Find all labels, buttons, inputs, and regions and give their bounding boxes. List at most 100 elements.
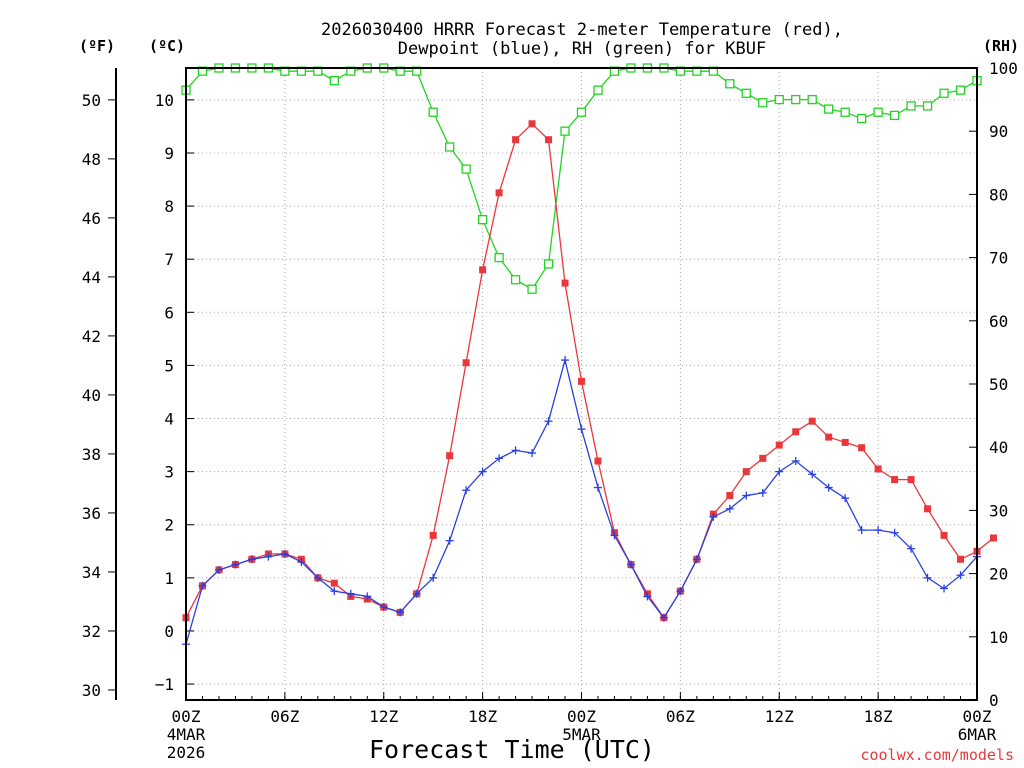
rh-point: [955, 85, 966, 95]
temperature-point: [808, 417, 816, 425]
rh-point: [824, 104, 834, 114]
celsius-tick-label: 7: [164, 250, 174, 269]
time-tick-label: 18Z: [864, 707, 893, 726]
temperature-point: [792, 428, 800, 436]
rh-tick-label: 80: [989, 185, 1008, 204]
rh-tick-label: 20: [989, 565, 1008, 584]
temperature-point: [841, 438, 849, 446]
temperature-point: [858, 444, 866, 452]
dewpoint-point: [659, 613, 668, 622]
celsius-tick-label: 3: [164, 463, 174, 482]
dewpoint-point: [445, 536, 454, 545]
celsius-tick-label: 8: [164, 197, 174, 216]
dewpoint-point: [725, 504, 734, 513]
rh-point: [791, 94, 801, 105]
rh-point: [758, 98, 768, 108]
dewpoint-line: [185, 359, 978, 645]
fahrenheit-tick-label: 38: [82, 445, 101, 464]
fahrenheit-tick-label: 30: [82, 681, 101, 700]
dewpoint-point: [857, 526, 866, 535]
celsius-axis: −1 0 1 2 3 4 5 6 7 8 9 10: [155, 91, 194, 694]
rh-point: [494, 252, 504, 263]
dewpoint-point: [626, 560, 635, 569]
temperature-point: [446, 452, 454, 460]
temperature-point: [924, 505, 932, 513]
temperature-point: [594, 457, 602, 465]
celsius-tick-label: −1: [155, 675, 174, 694]
dewpoint-point: [478, 467, 487, 476]
temperature-point: [957, 555, 965, 563]
time-tick-label: 00Z: [172, 707, 201, 726]
temperature-series: [182, 120, 997, 622]
dewpoint-point: [313, 573, 322, 582]
rh-series: [181, 63, 982, 294]
temperature-point: [528, 120, 536, 128]
rh-point: [527, 284, 537, 294]
fahrenheit-tick-label: 46: [82, 209, 101, 228]
dewpoint-point: [593, 483, 602, 492]
dewpoint-point: [544, 417, 553, 426]
rh-point: [807, 94, 817, 105]
rh-point: [445, 142, 455, 152]
celsius-tick-label: 5: [164, 356, 174, 375]
dewpoint-point: [874, 526, 883, 535]
credit-text: coolwx.com/models: [860, 746, 1014, 764]
fahrenheit-tick-label: 36: [82, 504, 101, 523]
dewpoint-point: [742, 491, 751, 500]
rh-point: [774, 94, 784, 105]
temperature-point: [726, 492, 734, 500]
rh-tick-label: 100: [989, 59, 1018, 78]
celsius-tick-label: 1: [164, 569, 174, 588]
rh-point: [939, 88, 949, 98]
rh-point: [510, 275, 521, 285]
temperature-point: [495, 189, 503, 197]
plot-frame: [185, 67, 978, 701]
x-axis-label: Forecast Time (UTC): [369, 735, 655, 764]
temperature-point: [907, 476, 915, 484]
series-layer: [181, 63, 997, 649]
rh-unit-label: (RH): [983, 37, 1019, 55]
temperature-point: [989, 534, 997, 542]
dewpoint-point: [511, 446, 520, 455]
celsius-unit-label: (ºC): [149, 37, 185, 55]
dewpoint-point: [824, 483, 833, 492]
dewpoint-point: [907, 544, 916, 553]
celsius-tick-label: 9: [164, 144, 174, 163]
time-tick-label: 00Z: [567, 707, 596, 726]
dewpoint-point: [264, 552, 273, 561]
dewpoint-point: [643, 592, 652, 601]
rh-tick-label: 0: [989, 691, 999, 710]
fahrenheit-tick-label: 48: [82, 150, 101, 169]
celsius-tick-label: 10: [155, 91, 174, 110]
dewpoint-point: [214, 565, 223, 574]
dewpoint-point: [495, 454, 504, 463]
rh-tick-label: 10: [989, 628, 1008, 647]
temperature-point: [759, 454, 767, 462]
dewpoint-point: [791, 457, 800, 466]
dewpoint-point: [923, 573, 932, 582]
dewpoint-point: [412, 589, 421, 598]
fahrenheit-tick-label: 32: [82, 622, 101, 641]
dewpoint-point: [462, 486, 471, 495]
dewpoint-point: [528, 449, 537, 458]
temperature-point: [545, 136, 553, 144]
dewpoint-point: [429, 573, 438, 582]
celsius-tick-label: 2: [164, 516, 174, 535]
dewpoint-point: [330, 587, 339, 596]
temperature-point: [561, 279, 569, 287]
dewpoint-point: [692, 555, 701, 564]
rh-point: [856, 113, 867, 124]
rh-point: [593, 85, 603, 95]
time-tick-label: 00Z: [963, 707, 992, 726]
dewpoint-point: [890, 528, 899, 537]
temperature-point: [775, 441, 783, 449]
date-tick-label: 6MAR: [958, 725, 997, 744]
dewpoint-point: [198, 581, 207, 590]
fahrenheit-unit-label: (ºF): [79, 37, 115, 55]
fahrenheit-tick-label: 42: [82, 327, 101, 346]
rh-point: [725, 79, 735, 89]
rh-axis: 0 10 20 30 40 50 60 70 80 90 100: [969, 59, 1018, 710]
temperature-point: [891, 476, 899, 484]
